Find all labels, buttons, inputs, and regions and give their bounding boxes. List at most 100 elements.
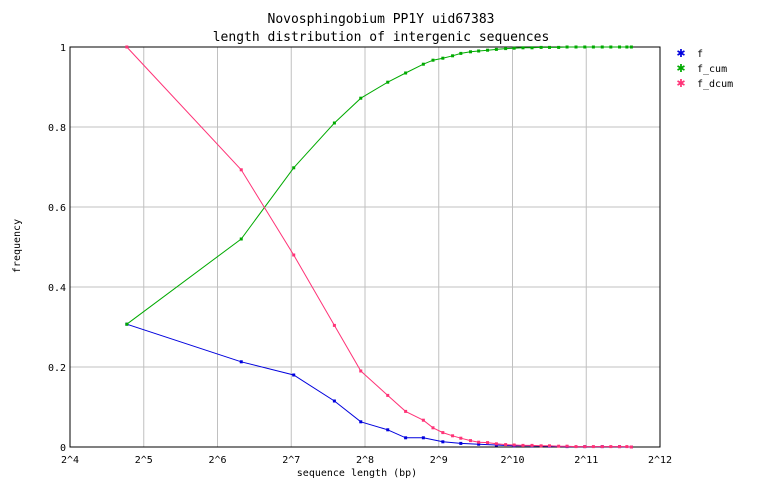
data-point (459, 51, 463, 55)
x-axis-label: sequence length (bp) (297, 468, 417, 479)
data-point (332, 121, 336, 125)
data-point (421, 418, 425, 422)
data-point (557, 45, 561, 49)
data-point (477, 442, 481, 446)
x-tick-label: 2^5 (135, 455, 153, 466)
chart-subtitle: length distribution of intergenic sequen… (213, 30, 550, 45)
data-point (600, 445, 604, 449)
data-point (565, 444, 569, 448)
y-tick-label: 0.6 (48, 203, 66, 214)
x-tick-label: 2^8 (356, 455, 374, 466)
data-point (359, 420, 363, 424)
data-point (441, 440, 445, 444)
legend-item-f-cum: ✱ f_cum (676, 63, 727, 75)
data-point (539, 444, 543, 448)
data-point (239, 360, 243, 364)
series-layer (125, 45, 633, 449)
data-point (504, 443, 508, 447)
data-point (583, 45, 587, 49)
data-point (539, 45, 543, 49)
legend-item-f-dcum: ✱ f_dcum (676, 78, 733, 90)
data-point (618, 45, 622, 49)
series-f-cum (125, 45, 633, 326)
data-point (431, 58, 435, 62)
y-tick-label: 0 (60, 443, 66, 454)
data-point (292, 253, 296, 257)
data-point (359, 96, 363, 100)
legend: ✱ f✱ f_cum✱ f_dcum (676, 48, 733, 90)
data-point (600, 45, 604, 49)
data-point (530, 46, 534, 50)
data-point (609, 445, 613, 449)
data-point (512, 46, 516, 50)
data-point (292, 373, 296, 377)
y-tick-label: 0.2 (48, 363, 66, 374)
x-tick-label: 2^11 (574, 455, 598, 466)
data-point (404, 409, 408, 413)
x-tick-label: 2^9 (430, 455, 448, 466)
data-point (386, 428, 390, 432)
data-point (494, 47, 498, 51)
data-point (451, 54, 455, 58)
data-point (618, 445, 622, 449)
x-tick-label: 2^4 (61, 455, 79, 466)
data-point (521, 46, 525, 50)
data-point (557, 444, 561, 448)
legend-label: f_cum (697, 64, 727, 75)
plot-area-frame (69, 46, 661, 448)
data-point (359, 369, 363, 373)
legend-item-f: ✱ f (676, 48, 703, 60)
data-point (521, 443, 525, 447)
data-point (421, 436, 425, 440)
y-tick-label: 1 (60, 43, 66, 54)
data-point (477, 440, 481, 444)
data-point (625, 45, 629, 49)
data-point (629, 445, 633, 449)
x-tick-label: 2^6 (208, 455, 226, 466)
data-point (421, 62, 425, 66)
data-point (441, 56, 445, 60)
legend-marker: ✱ (676, 48, 685, 60)
data-point (441, 431, 445, 435)
data-point (332, 323, 336, 327)
data-point (591, 445, 595, 449)
data-point (591, 45, 595, 49)
data-point (548, 444, 552, 448)
data-point (459, 441, 463, 445)
data-point (494, 442, 498, 446)
data-point (125, 322, 129, 326)
legend-label: f_dcum (697, 79, 733, 90)
x-tick-label: 2^10 (500, 455, 524, 466)
tick-labels: 2^4 2^5 2^6 2^7 2^8 2^9 2^10 2^11 2^12 0 0.2 0.4 0.6… (48, 43, 672, 466)
data-point (468, 50, 472, 54)
data-point (629, 45, 633, 49)
data-point (459, 436, 463, 440)
data-point (404, 71, 408, 75)
data-point (292, 166, 296, 170)
data-point (625, 445, 629, 449)
data-point (239, 168, 243, 172)
legend-marker: ✱ (676, 63, 685, 75)
x-tick-label: 2^12 (648, 455, 672, 466)
y-axis-label: frequency (12, 219, 23, 273)
data-point (477, 49, 481, 53)
data-point (504, 47, 508, 51)
data-point (530, 443, 534, 447)
data-point (431, 426, 435, 430)
data-point (574, 45, 578, 49)
legend-marker: ✱ (676, 78, 685, 90)
series-f-dcum (125, 45, 633, 449)
legend-label: f (697, 49, 703, 60)
x-tick-label: 2^7 (282, 455, 300, 466)
data-point (609, 45, 613, 49)
data-point (239, 237, 243, 241)
data-point (486, 441, 490, 445)
data-point (451, 434, 455, 438)
data-point (548, 45, 552, 49)
data-point (386, 80, 390, 84)
data-point (404, 436, 408, 440)
data-point (125, 45, 129, 49)
data-point (332, 399, 336, 403)
